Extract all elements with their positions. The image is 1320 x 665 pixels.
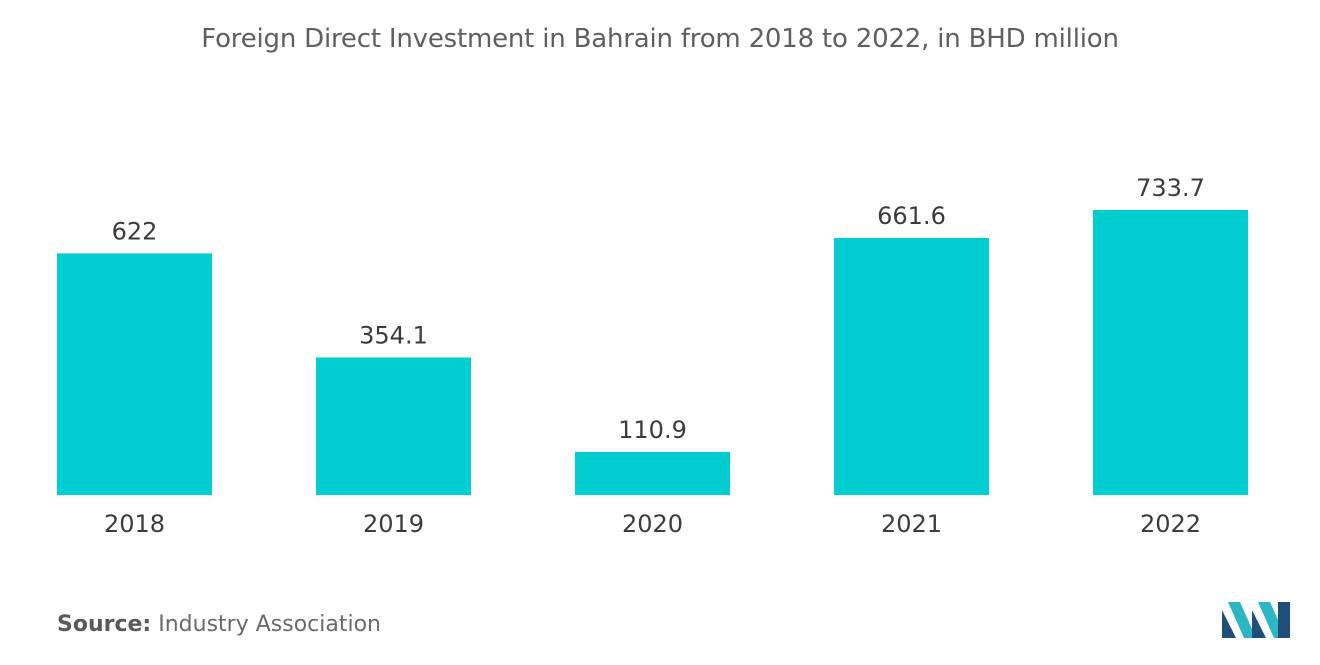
x-tick-label-2018: 2018	[104, 510, 165, 538]
source-label: Source:	[57, 612, 152, 637]
value-label-2018: 622	[112, 217, 158, 245]
value-label-2022: 733.7	[1136, 174, 1205, 202]
mordor-intelligence-logo-icon	[1222, 602, 1290, 638]
x-tick-label-2019: 2019	[363, 510, 424, 538]
value-label-2019: 354.1	[359, 321, 428, 349]
bar-chart: 622 2018 354.1 2019 110.9 2020 661.6 2021 733.7 2…	[57, 174, 1248, 538]
x-tick-label-2021: 2021	[881, 510, 942, 538]
value-label-2020: 110.9	[618, 416, 687, 444]
bar-2019	[316, 357, 471, 495]
x-tick-label-2022: 2022	[1140, 510, 1201, 538]
bar-2022	[1093, 210, 1248, 495]
x-tick-label-2020: 2020	[622, 510, 683, 538]
source-text: Industry Association	[158, 612, 381, 637]
bar-2020	[575, 451, 730, 495]
value-label-2021: 661.6	[877, 202, 946, 230]
bar-2021	[834, 238, 989, 495]
bar-2018	[57, 253, 212, 495]
source-note: Source: Industry Association	[57, 612, 381, 637]
chart-title: Foreign Direct Investment in Bahrain fro…	[201, 24, 1119, 54]
